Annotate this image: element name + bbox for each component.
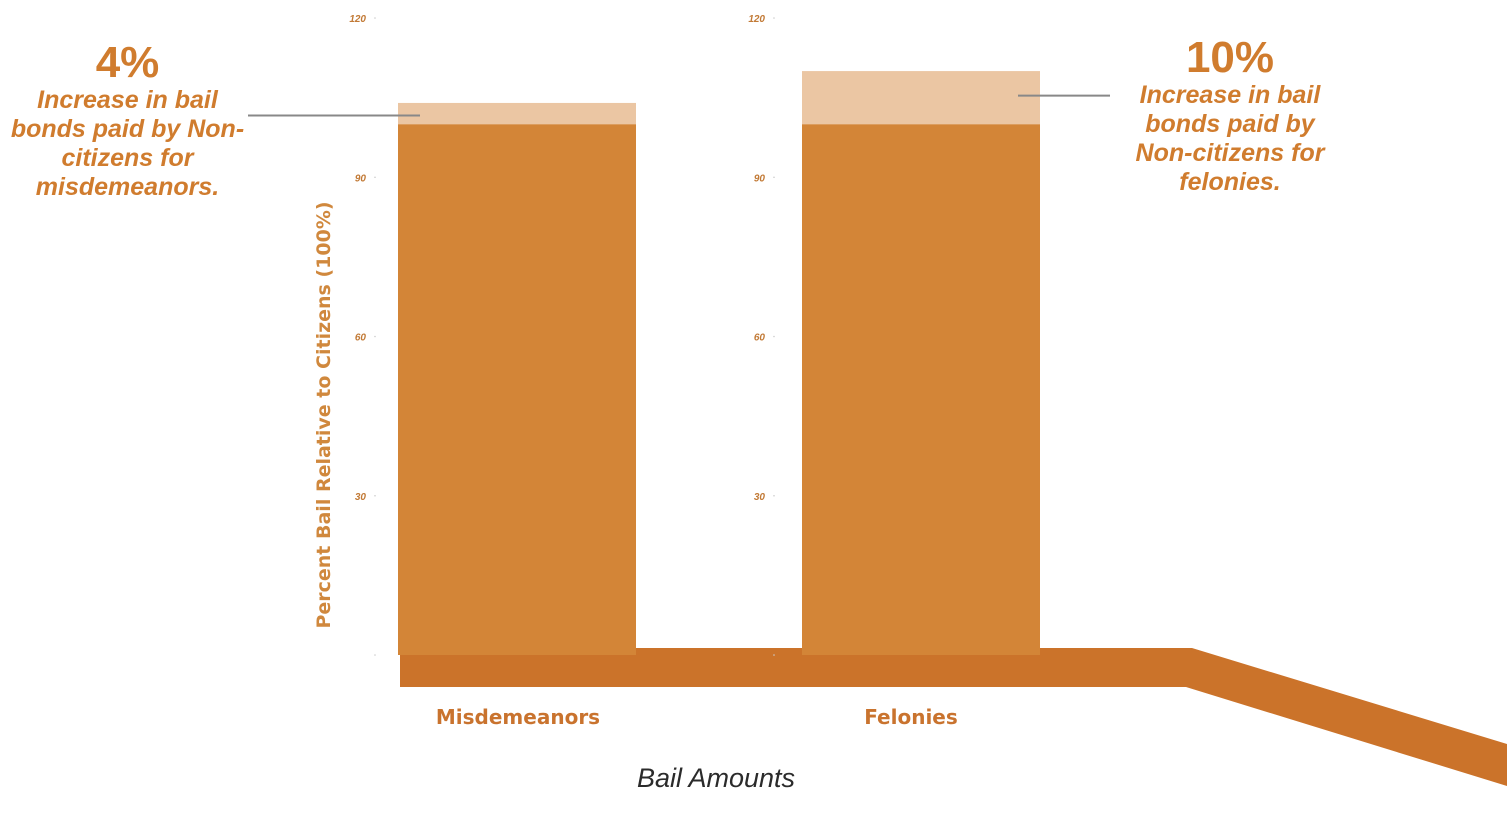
y-axis-label: Percent Bail Relative to Citizens (100%) xyxy=(313,201,335,628)
y-tick-label: 30 xyxy=(355,492,367,503)
y-tick-mark xyxy=(374,176,376,178)
y-tick-mark xyxy=(773,17,775,19)
bar-felonies-segment-0 xyxy=(802,124,1040,655)
bars xyxy=(398,71,1040,655)
annotation-text-misdemeanors: Increase in bail bonds paid by Non-citiz… xyxy=(0,86,255,202)
y-tick-mark xyxy=(374,654,376,656)
annotation-text-felonies: Increase in bail bonds paid by Non-citiz… xyxy=(1130,81,1330,197)
bar-misdemeanors-segment-0 xyxy=(398,124,636,655)
y-tick-mark xyxy=(773,336,775,338)
x-axis-label: Bail Amounts xyxy=(637,763,795,793)
category-label-felonies: Felonies xyxy=(864,705,958,729)
y-tick-mark xyxy=(773,176,775,178)
y-tick-label: 120 xyxy=(748,14,765,25)
bar-felonies-segment-1 xyxy=(802,71,1040,124)
y-axis-right: 30 60 90 120 xyxy=(748,14,774,656)
y-tick-label: 30 xyxy=(754,492,766,503)
annotation-value-misdemeanors: 4% xyxy=(0,40,255,86)
y-tick-mark xyxy=(773,654,775,656)
y-tick-mark xyxy=(773,495,775,497)
annotation-value-felonies: 10% xyxy=(1130,35,1330,81)
y-tick-mark xyxy=(374,17,376,19)
y-axis-left: 30 60 90 120 xyxy=(349,14,375,656)
y-tick-label: 60 xyxy=(355,333,367,344)
category-label-misdemeanors: Misdemeanors xyxy=(436,705,600,729)
y-tick-mark xyxy=(374,336,376,338)
bar-misdemeanors-segment-1 xyxy=(398,103,636,124)
y-tick-label: 120 xyxy=(349,14,366,25)
y-tick-label: 90 xyxy=(754,173,766,184)
y-tick-label: 90 xyxy=(355,173,367,184)
annotation-misdemeanors: 4% Increase in bail bonds paid by Non-ci… xyxy=(0,40,255,202)
y-tick-mark xyxy=(374,495,376,497)
y-tick-label: 60 xyxy=(754,333,766,344)
annotation-felonies: 10% Increase in bail bonds paid by Non-c… xyxy=(1130,35,1330,197)
